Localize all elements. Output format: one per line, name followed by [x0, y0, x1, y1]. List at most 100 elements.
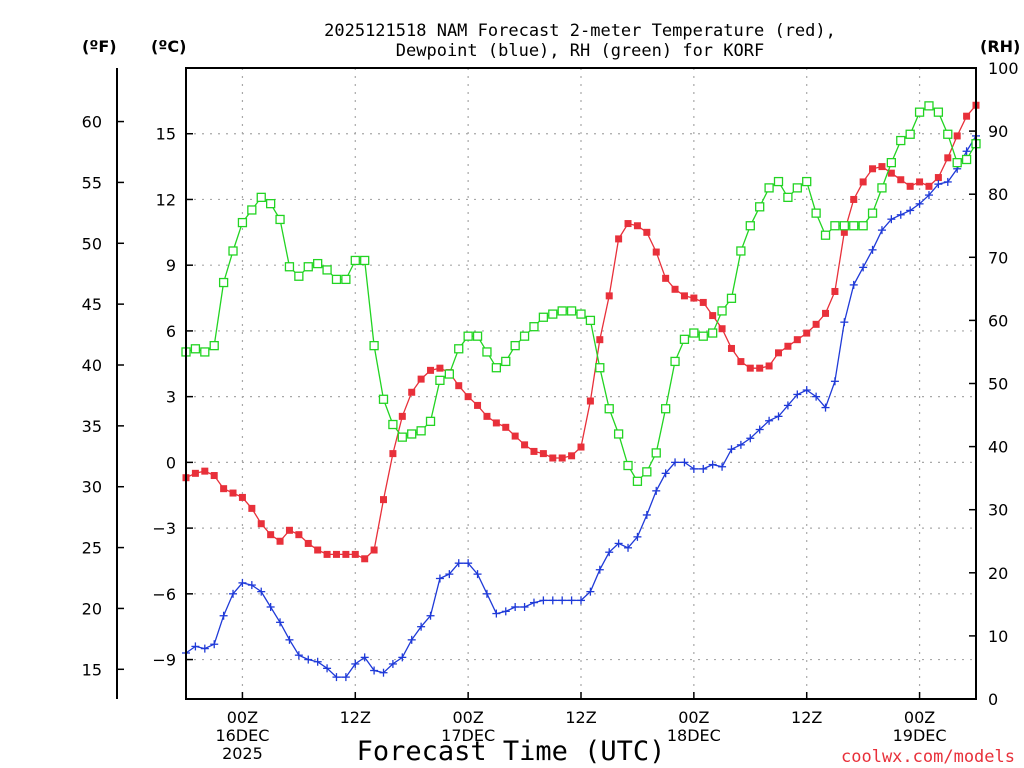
rh-point: [896, 135, 906, 146]
rh-point: [378, 394, 389, 404]
temperature-point: [474, 401, 482, 409]
rh-point: [952, 157, 962, 168]
temperature-point: [652, 248, 660, 256]
dewpoint-point: [934, 180, 943, 189]
rh-point: [877, 183, 887, 193]
dewpoint-point: [718, 462, 727, 471]
rh-point: [726, 293, 737, 303]
temperature-point: [521, 441, 529, 449]
temperature-point: [323, 550, 331, 558]
dewpoint-point: [605, 548, 614, 557]
dewpoint-point: [755, 425, 764, 434]
rh-point: [472, 331, 483, 341]
dewpoint-point: [765, 416, 774, 425]
celsius-tick-label: 9: [166, 256, 176, 275]
temperature-point: [436, 364, 444, 372]
rh-point: [303, 262, 313, 272]
temperature-point: [427, 366, 435, 374]
dewpoint-point: [943, 177, 952, 186]
rh-point: [924, 101, 934, 111]
rh-point: [218, 277, 229, 288]
temperature-point: [342, 550, 350, 558]
dewpoint-point: [633, 532, 642, 541]
rh-point: [802, 176, 812, 187]
fahrenheit-tick-label: 15: [82, 660, 102, 679]
x-tick-label: 12Z: [565, 708, 596, 727]
temperature-point: [746, 364, 754, 372]
temperature-point: [380, 496, 387, 504]
rh-point: [933, 107, 944, 117]
temperature-point: [690, 294, 698, 302]
rh-tick-label: 20: [988, 564, 1008, 583]
dewpoint-point: [370, 666, 379, 675]
fahrenheit-tick-label: 60: [82, 113, 102, 132]
fahrenheit-tick-label: 25: [82, 539, 102, 558]
dewpoint-point: [586, 587, 595, 596]
dewpoint-point: [924, 191, 933, 200]
rh-point: [275, 214, 285, 225]
dewpoint-point: [887, 215, 896, 224]
dewpoint-point: [689, 464, 698, 473]
fahrenheit-tick-label: 50: [82, 234, 102, 253]
rh-point: [585, 315, 596, 326]
rh-point: [632, 476, 643, 486]
rh-point: [265, 199, 276, 209]
rh-point: [228, 246, 238, 256]
dewpoint-point: [435, 574, 444, 583]
temperature-point: [530, 447, 538, 455]
dewpoint-point: [285, 635, 294, 644]
rh-point: [642, 467, 652, 477]
x-tick-label: 00Z: [678, 708, 709, 727]
temperature-point: [737, 358, 745, 366]
dewpoint-point: [812, 392, 821, 401]
dewpoint-point: [652, 486, 661, 495]
dewpoint-point: [840, 318, 849, 327]
rh-point: [858, 221, 868, 231]
rh-tick-label: 30: [988, 501, 1008, 520]
rh-point: [491, 363, 502, 373]
temperature-point: [304, 539, 312, 547]
rh-point: [867, 208, 878, 218]
temperature-point: [887, 169, 895, 177]
temperature-point: [916, 178, 924, 186]
temperature-point: [577, 443, 585, 451]
fahrenheit-tick-label: 20: [82, 599, 102, 618]
x-tick-label: 00Z: [452, 708, 483, 727]
dewpoint-point: [294, 651, 303, 660]
temperature-point: [662, 274, 670, 282]
rh-point: [755, 202, 765, 212]
dewpoint-point: [332, 673, 341, 682]
dewpoint-point: [482, 589, 491, 598]
temperature-point: [464, 393, 472, 401]
dewpoint-point: [699, 464, 708, 473]
plot-frame: [185, 67, 977, 700]
temperature-point: [257, 520, 265, 528]
temperature-point: [727, 344, 735, 352]
temperature-point: [389, 450, 397, 458]
grid-lines: [186, 68, 976, 699]
temperature-point: [963, 112, 971, 120]
dewpoint-point: [247, 581, 256, 590]
temperature-point: [925, 182, 933, 190]
temperature-point: [633, 222, 641, 230]
rh-point: [820, 230, 831, 240]
temperature-point: [248, 504, 256, 512]
tick-labels: 15202530354045505560−9−6−303691215010203…: [82, 59, 1019, 763]
temperature-point: [417, 375, 425, 383]
temperature-point: [408, 388, 416, 396]
dewpoint-point: [511, 602, 520, 611]
dewpoint-point: [529, 598, 538, 607]
rh-point: [190, 344, 201, 354]
dewpoint-point: [266, 602, 275, 611]
temperature-point: [803, 329, 811, 337]
celsius-unit-label: (ºC): [151, 37, 186, 56]
rh-point: [623, 460, 633, 471]
rh-point: [200, 347, 210, 357]
dewpoint-point: [238, 578, 247, 587]
rh-point: [679, 334, 690, 344]
fahrenheit-tick-label: 30: [82, 478, 102, 497]
dewpoint-point: [859, 263, 868, 272]
temperature-point: [906, 182, 914, 190]
rh-point: [510, 340, 520, 351]
rh-point: [519, 331, 530, 341]
